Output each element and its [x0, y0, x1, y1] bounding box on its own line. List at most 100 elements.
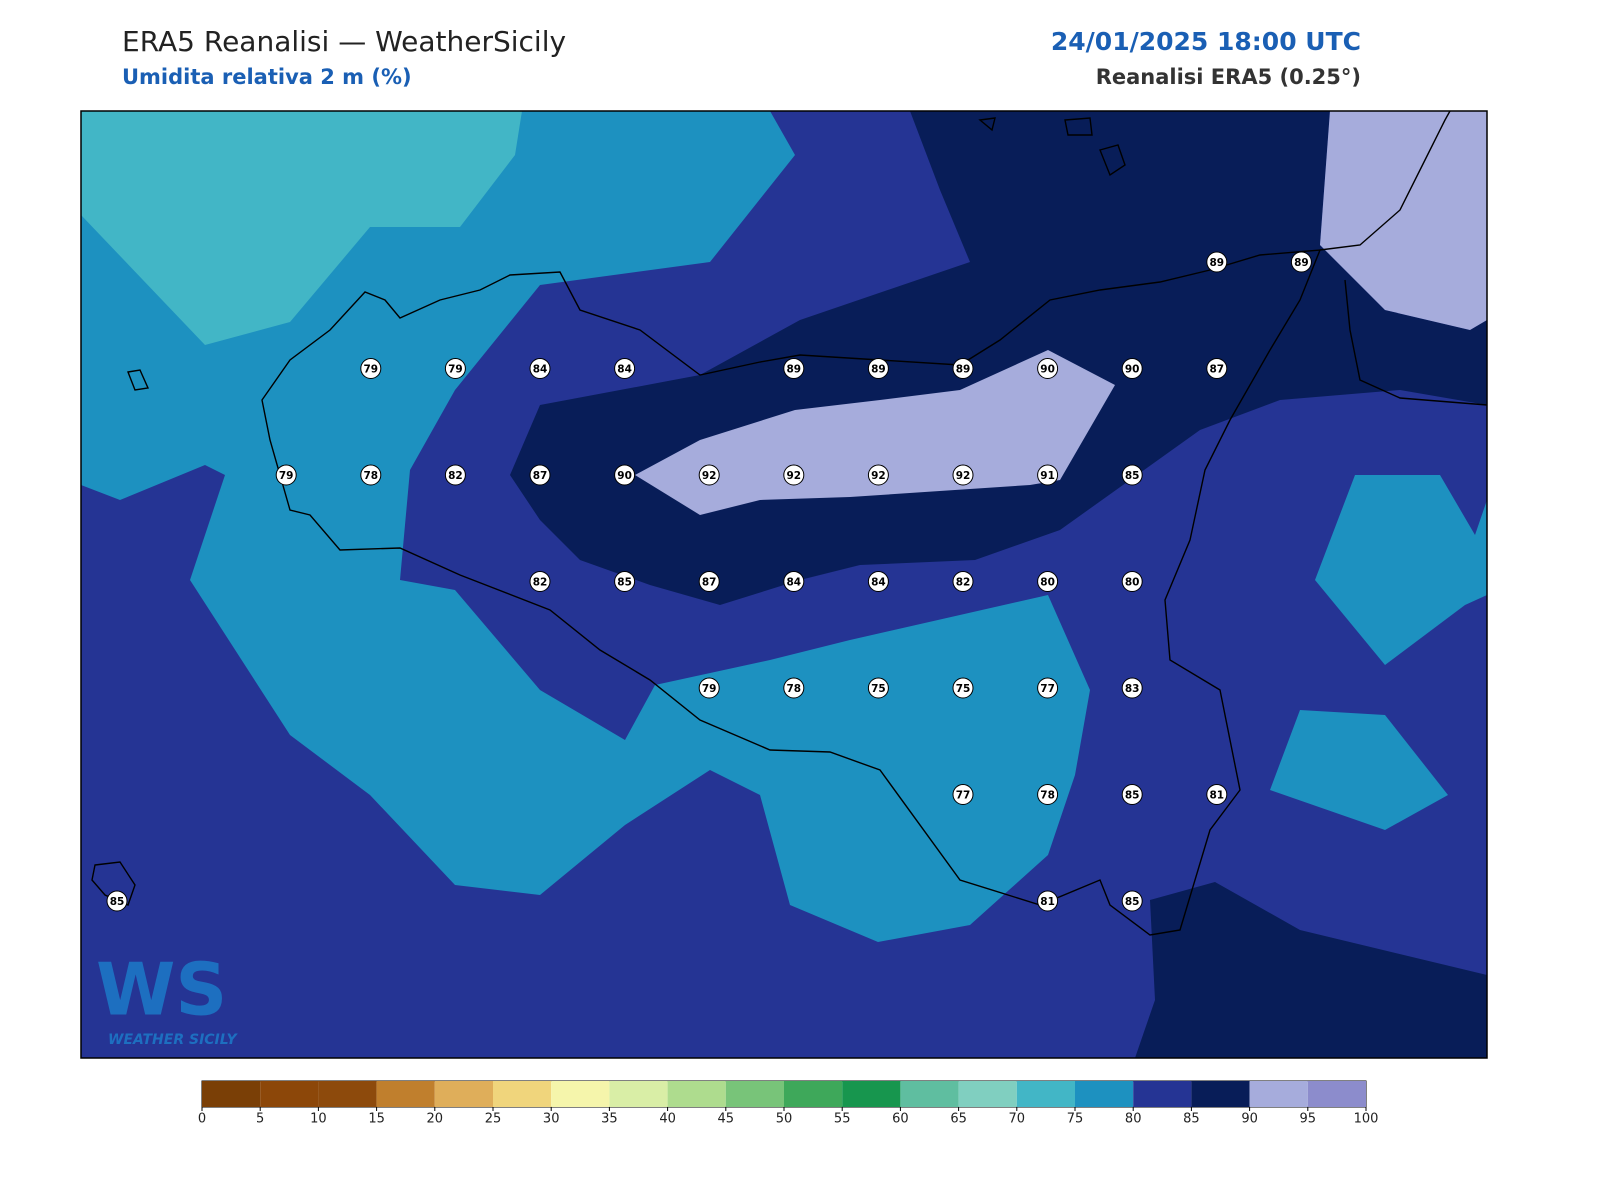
colorbar-segment — [1191, 1081, 1250, 1107]
colorbar-tick-label: 75 — [1067, 1112, 1084, 1127]
station-marker — [867, 571, 889, 592]
station-marker — [1037, 890, 1059, 912]
station-marker — [952, 677, 974, 699]
station-marker — [1121, 890, 1143, 912]
station-value: 84 — [533, 364, 548, 376]
station-marker — [275, 464, 297, 486]
station-value: 80 — [1040, 577, 1055, 589]
contour-region — [81, 111, 1090, 942]
station-marker — [783, 571, 805, 592]
colorbar-segment — [1016, 1081, 1075, 1107]
colorbar-segment — [376, 1081, 435, 1107]
station-value: 87 — [1209, 364, 1224, 376]
colorbar-segment — [667, 1081, 726, 1107]
station-marker — [444, 464, 466, 486]
station-marker — [783, 464, 805, 486]
source: Reanalisi ERA5 (0.25°) — [1096, 65, 1361, 89]
station-value: 79 — [279, 470, 294, 482]
colorbar-tick-label: 0 — [198, 1112, 206, 1127]
station-value: 80 — [1125, 577, 1140, 589]
station-marker — [1290, 251, 1312, 273]
station-marker — [614, 464, 636, 486]
station-value: 92 — [786, 470, 801, 482]
station-value: 79 — [702, 683, 717, 695]
colorbar-tick-label: 100 — [1354, 1112, 1379, 1127]
colorbar-segment — [784, 1081, 843, 1107]
station-value: 84 — [617, 364, 632, 376]
contour-region — [1135, 882, 1487, 1058]
contour-region — [1320, 111, 1487, 330]
colorbar-segment — [202, 1081, 261, 1107]
colorbar-segment — [842, 1081, 901, 1107]
colorbar-tick-label: 95 — [1300, 1112, 1317, 1127]
station-value: 90 — [617, 470, 632, 482]
station-value: 92 — [702, 470, 717, 482]
station-value: 89 — [1294, 257, 1309, 269]
colorbar-segment — [1307, 1081, 1366, 1107]
colorbar-segment — [1075, 1081, 1134, 1107]
station-value: 79 — [448, 364, 463, 376]
station-marker — [529, 358, 551, 379]
colorbar-tick-label: 10 — [310, 1112, 327, 1127]
colorbar-segment — [493, 1081, 552, 1107]
colorbar-tick-label: 70 — [1009, 1112, 1026, 1127]
station-marker — [867, 358, 889, 379]
station-marker — [1037, 464, 1059, 486]
station-marker — [1121, 358, 1143, 379]
station-value: 78 — [786, 683, 801, 695]
station-value: 84 — [871, 577, 886, 589]
station-marker — [529, 464, 551, 486]
station-value: 89 — [871, 364, 886, 376]
station-marker — [952, 464, 974, 486]
station-value: 81 — [1209, 790, 1224, 802]
colorbar-tick-label: 30 — [543, 1112, 560, 1127]
station-marker — [106, 890, 128, 912]
station-value: 92 — [871, 470, 886, 482]
colorbar-tick-label: 45 — [718, 1112, 735, 1127]
station-value: 90 — [1040, 364, 1055, 376]
colorbar-tick-label: 60 — [892, 1112, 909, 1127]
station-value: 81 — [1040, 896, 1055, 908]
contour-region — [1315, 475, 1487, 665]
station-value: 82 — [448, 470, 463, 482]
station-value: 82 — [956, 577, 971, 589]
station-marker — [1206, 358, 1228, 379]
colorbar-tick-label: 65 — [950, 1112, 967, 1127]
station-marker — [1037, 784, 1059, 805]
map-area — [81, 111, 1487, 1058]
station-marker — [698, 677, 720, 699]
coastline — [1319, 111, 1487, 406]
station-value: 75 — [956, 683, 971, 695]
station-marker — [360, 464, 382, 486]
colorbar-segment — [900, 1081, 959, 1107]
colorbar-segment — [260, 1081, 319, 1107]
station-value: 85 — [1125, 470, 1140, 482]
station-value: 78 — [1040, 790, 1055, 802]
colorbar-segment — [1133, 1081, 1192, 1107]
station-value: 85 — [110, 896, 125, 908]
colorbar-tick-label: 55 — [834, 1112, 851, 1127]
station-value: 89 — [956, 364, 971, 376]
colorbar-tick-label: 15 — [368, 1112, 385, 1127]
colorbar-tick-label: 80 — [1125, 1112, 1142, 1127]
station-marker — [783, 358, 805, 379]
colorbar-segment — [551, 1081, 610, 1107]
colorbar-segment — [958, 1081, 1017, 1107]
coastline — [91, 117, 1126, 906]
station-value: 85 — [1125, 896, 1140, 908]
station-marker — [952, 784, 974, 805]
station-marker — [698, 464, 720, 486]
station-value: 85 — [1125, 790, 1140, 802]
colorbar-tick-label: 40 — [659, 1112, 676, 1127]
colorbar-segment — [609, 1081, 668, 1107]
colorbar-segment — [725, 1081, 784, 1107]
station-marker — [1121, 571, 1143, 592]
station-marker — [1121, 464, 1143, 486]
colorbar-tick-label: 85 — [1183, 1112, 1200, 1127]
station-marker — [360, 358, 382, 379]
station-value: 90 — [1125, 364, 1140, 376]
station-value: 84 — [786, 577, 801, 589]
station-marker — [1037, 571, 1059, 592]
station-value: 89 — [1209, 257, 1224, 269]
